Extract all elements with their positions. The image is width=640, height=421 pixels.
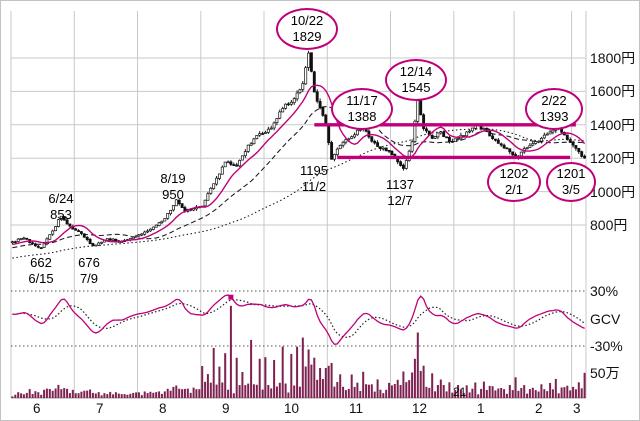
y-axis-price-label: 1400円 — [590, 117, 636, 133]
annotation-circle: 1202 2/1 — [487, 162, 541, 202]
y-axis-price-label: 800円 — [590, 217, 628, 233]
annotation-price: 1137 — [386, 177, 414, 192]
annotation-price: 1393 — [539, 109, 569, 124]
x-axis-month-label: 10 — [284, 401, 300, 416]
oscillator-name-label: GCV — [590, 311, 621, 327]
x-axis-month-label: 11 — [349, 401, 364, 416]
annotation-date: 12/7 — [387, 193, 413, 209]
x-axis-month-label: 7 — [96, 401, 104, 416]
annotation-date: 11/2 — [301, 179, 327, 195]
year-change-marker: 21 — [453, 385, 467, 399]
annotation-price: 1201 — [556, 166, 586, 182]
annotation-price: 1202 — [499, 166, 529, 182]
annotation-circle: 1201 3/5 — [546, 162, 596, 202]
x-axis-month-label: 1 — [477, 401, 485, 416]
annotation-price: 950 — [162, 187, 184, 203]
ma-long-line — [12, 128, 585, 259]
annotation-price: 676 — [78, 255, 100, 270]
annotation-circle: 12/14 1545 — [385, 59, 447, 101]
annotation-date: 8/19 — [160, 171, 186, 186]
annotation-date: 2/1 — [504, 182, 524, 197]
x-axis-month-label: 3 — [573, 401, 581, 416]
annotation-text: 1137 12/7 — [376, 177, 424, 210]
oscillator-fast-line — [12, 294, 585, 345]
volume-axis-label: 50万 — [590, 365, 620, 381]
annotation-date: 3/5 — [561, 182, 581, 197]
annotation-circle: 11/17 1388 — [331, 88, 393, 130]
annotation-text: 676 7/9 — [65, 255, 113, 288]
annotation-date: 10/22 — [290, 13, 324, 29]
annotation-date: 2/22 — [541, 93, 567, 109]
annotation-date: 6/24 — [48, 191, 74, 206]
x-axis-month-label: 8 — [159, 401, 167, 416]
annotation-date: 12/14 — [399, 64, 433, 80]
annotation-price: 1829 — [292, 29, 322, 44]
y-axis-price-label: 1600円 — [590, 83, 636, 99]
annotation-date: 7/9 — [79, 271, 99, 287]
oscillator-signal-marker — [228, 294, 234, 300]
y-axis-price-label: 1800円 — [590, 50, 636, 66]
annotation-date: 6/15 — [28, 271, 54, 287]
x-axis-month-label: 6 — [33, 401, 41, 416]
annotation-text: 662 6/15 — [17, 255, 65, 288]
annotation-price: 1545 — [401, 80, 431, 95]
ma-short-line — [12, 84, 586, 246]
grid — [10, 11, 587, 399]
annotation-date: 11/17 — [346, 93, 378, 109]
annotation-text: 8/19 950 — [149, 171, 197, 204]
annotation-circle-peak: 10/22 1829 — [276, 8, 338, 50]
x-axis-month-label: 12 — [412, 401, 428, 416]
annotation-price: 1195 — [300, 163, 328, 178]
annotation-price: 853 — [50, 207, 72, 223]
x-axis-month-label: 2 — [535, 401, 543, 416]
annotation-text: 6/24 853 — [37, 191, 85, 224]
annotation-circle: 2/22 1393 — [525, 88, 583, 130]
oscillator-lower-ref-label: -30% — [590, 338, 623, 354]
x-axis-month-label: 9 — [222, 401, 230, 416]
annotation-price: 1388 — [347, 109, 377, 124]
volume-bars — [11, 305, 586, 398]
candles — [10, 50, 587, 250]
ma-mid-line — [12, 106, 585, 249]
annotation-text: 1195 11/2 — [290, 163, 338, 196]
annotation-price: 662 — [30, 255, 52, 270]
oscillator-upper-ref-label: 30% — [590, 283, 619, 299]
y-axis-price-label: 1200円 — [590, 150, 636, 166]
y-axis-price-label: 1000円 — [590, 184, 636, 200]
